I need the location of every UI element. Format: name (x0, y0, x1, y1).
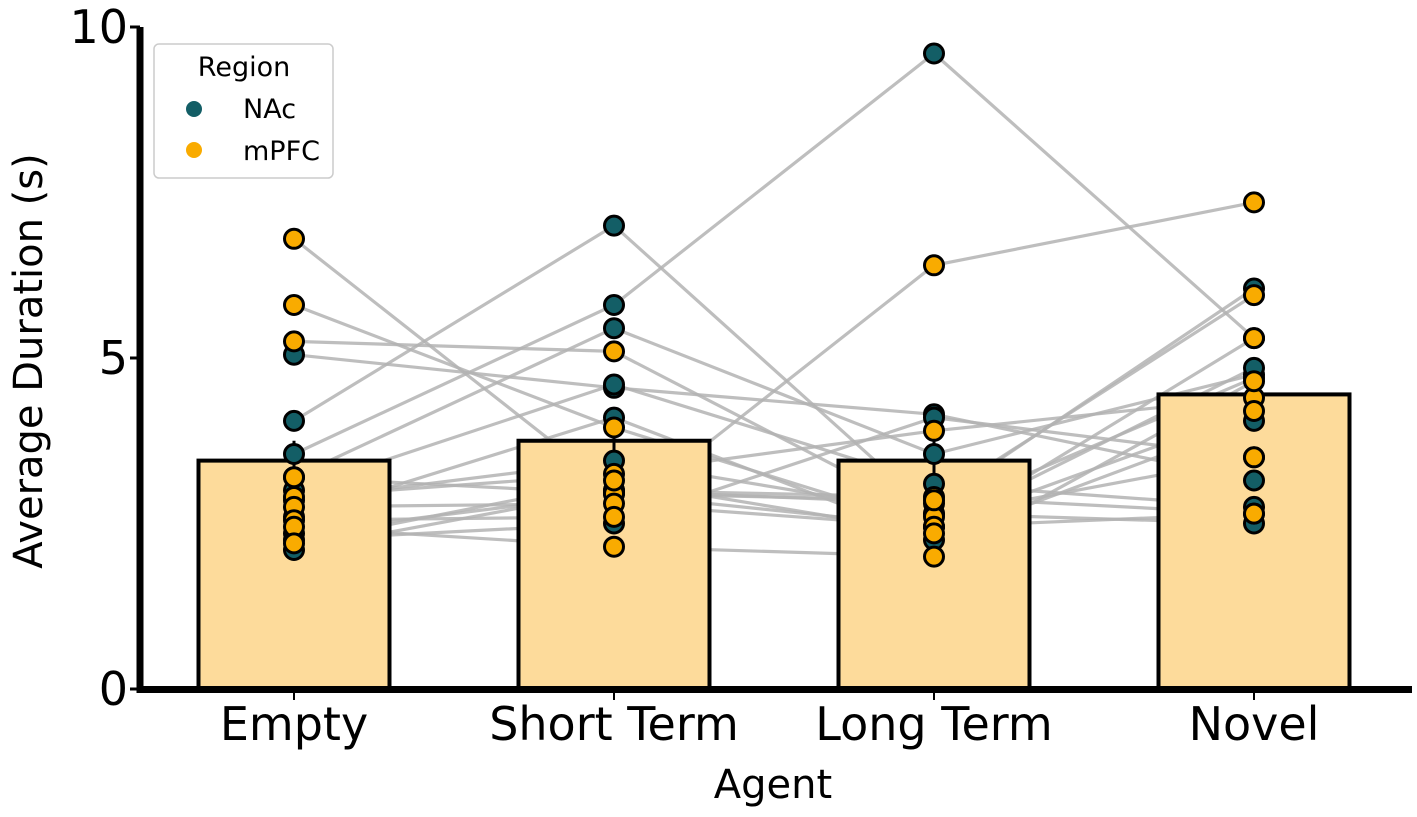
point-nac-s3-3 (923, 42, 945, 65)
point-mpfc-s17-4 (1243, 191, 1265, 214)
point-mpfc-s13-2 (603, 340, 625, 363)
point-mpfc-s19-4 (1243, 327, 1265, 350)
x-ticks: Empty Short Term Long Term Novel (220, 692, 1320, 751)
point-mpfc-s13-4 (1243, 446, 1265, 469)
point-mpfc-s17-3 (923, 254, 945, 277)
point-mpfc-s18-3 (923, 545, 945, 568)
point-nac-s4-2 (603, 317, 625, 340)
point-nac-s3-1 (283, 443, 305, 465)
subject-line-6 (293, 458, 1255, 526)
x-tick-label-short-term: Short Term (489, 697, 739, 751)
legend-label-mpfc: mPFC (243, 136, 320, 167)
point-mpfc-s14-4 (1243, 284, 1265, 307)
subject-connector-lines (293, 51, 1256, 559)
legend-title: Region (198, 52, 290, 83)
point-mpfc-s14-1 (283, 466, 305, 489)
y-axis-label: Average Duration (s) (6, 153, 52, 568)
bar-novel (1156, 392, 1352, 691)
legend-marker-nac (186, 101, 202, 117)
point-mpfc-s12-2 (603, 416, 625, 439)
y-tick-label-10: 10 (69, 0, 128, 54)
point-mpfc-s14-3 (923, 489, 945, 512)
subject-line-3 (293, 51, 1256, 456)
point-nac-s2-1 (283, 409, 305, 432)
point-mpfc-s19-2 (603, 469, 625, 492)
y-ticks: 0 5 10 (69, 0, 140, 716)
point-mpfc-s12-4 (1243, 502, 1265, 525)
legend: Region NAc mPFC (153, 43, 334, 179)
subject-line-18 (293, 379, 1255, 559)
x-axis-label: Agent (714, 762, 832, 808)
point-mpfc-s19-3 (923, 522, 945, 545)
point-nac-s4-3 (923, 443, 945, 465)
point-nac-s3-2 (603, 294, 625, 316)
point-mpfc-s16-4 (1243, 400, 1265, 422)
legend-marker-mpfc (186, 142, 202, 158)
point-mpfc-s17-2 (603, 505, 625, 528)
point-mpfc-s18-2 (603, 535, 625, 558)
subject-line-17 (293, 200, 1255, 522)
data-points (283, 42, 1265, 568)
point-nac-s1-4 (1243, 469, 1265, 492)
point-mpfc-s15-3 (923, 419, 945, 442)
subject-line-15 (293, 396, 1255, 499)
bars (196, 392, 1352, 691)
x-tick-label-empty: Empty (220, 697, 368, 751)
point-mpfc-s18-4 (1243, 370, 1265, 393)
point-nac-s5-2 (603, 373, 625, 396)
point-mpfc-s13-1 (283, 330, 305, 353)
x-tick-label-long-term: Long Term (815, 697, 1052, 751)
subject-line-19 (293, 336, 1255, 545)
point-nac-s2-2 (603, 214, 625, 237)
x-tick-label-novel: Novel (1189, 697, 1320, 751)
y-tick-label-5: 5 (99, 331, 128, 385)
y-tick-label-0: 0 (99, 662, 128, 716)
subject-line-13 (293, 339, 1255, 519)
subject-line-12 (293, 303, 1255, 529)
point-mpfc-s11-1 (283, 227, 305, 250)
legend-label-nac: NAc (243, 94, 296, 125)
point-mpfc-s19-1 (283, 532, 305, 555)
point-mpfc-s12-1 (283, 294, 305, 316)
